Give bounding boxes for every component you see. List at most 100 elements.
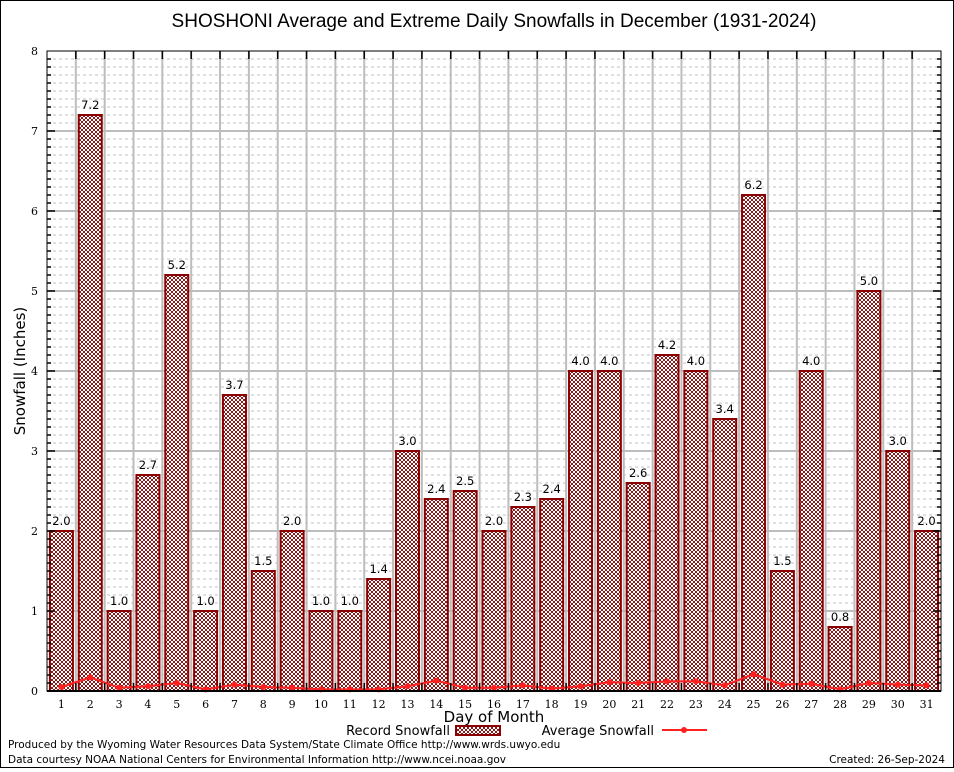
x-tick-label-4: 4 xyxy=(144,698,151,711)
bar-label-day-31: 2.0 xyxy=(917,514,935,528)
average-point-day-15 xyxy=(462,684,469,691)
x-tick-label-21: 21 xyxy=(631,698,645,711)
record-bar-day-6 xyxy=(193,610,219,692)
x-tick-label-8: 8 xyxy=(260,698,267,711)
bar-label-day-15: 2.5 xyxy=(456,474,474,488)
x-tick-label-31: 31 xyxy=(920,698,934,711)
record-bar-day-9 xyxy=(279,530,305,692)
record-bar-day-3 xyxy=(106,610,132,692)
bar-label-day-16: 2.0 xyxy=(485,514,503,528)
average-point-day-23 xyxy=(692,678,699,685)
record-bar-day-21 xyxy=(625,482,651,692)
record-bar-day-14 xyxy=(423,498,449,692)
average-point-day-27 xyxy=(808,680,815,687)
bar-label-day-20: 4.0 xyxy=(600,354,618,368)
y-tick-label-1: 1 xyxy=(31,605,38,618)
record-bar-day-12 xyxy=(366,578,392,692)
x-tick-label-9: 9 xyxy=(289,698,296,711)
average-point-day-24 xyxy=(721,682,728,689)
x-tick-label-7: 7 xyxy=(231,698,238,711)
average-point-day-4 xyxy=(144,683,151,690)
bar-label-day-23: 4.0 xyxy=(687,354,705,368)
average-point-day-26 xyxy=(779,681,786,688)
average-point-day-2 xyxy=(87,674,94,681)
bar-label-day-22: 4.2 xyxy=(658,338,676,352)
x-tick-label-27: 27 xyxy=(804,698,818,711)
bar-value-labels: 2.0 7.2 1.0 2.7 5.2 1.0 3.7 1.5 2.0 1.0 1.0 1.4 3.0 2… xyxy=(52,98,935,624)
bar-label-day-2: 7.2 xyxy=(81,98,99,112)
footer-produced-by: Produced by the Wyoming Water Resources … xyxy=(8,739,560,751)
record-bar-day-30 xyxy=(885,450,911,692)
y-tick-label-6: 6 xyxy=(31,205,38,218)
x-tick-label-5: 5 xyxy=(173,698,180,711)
bar-label-day-17: 2.3 xyxy=(514,490,532,504)
x-tick-label-28: 28 xyxy=(833,698,847,711)
average-point-day-7 xyxy=(231,681,238,688)
bar-label-day-13: 3.0 xyxy=(398,434,416,448)
x-tick-label-26: 26 xyxy=(775,698,789,711)
x-tick-label-14: 14 xyxy=(429,698,443,711)
y-tick-label-8: 8 xyxy=(31,45,38,58)
record-bar-day-20 xyxy=(596,370,622,692)
x-axis-label: Day of Month xyxy=(444,708,545,726)
record-bar-day-5 xyxy=(164,274,190,692)
x-tick-label-19: 19 xyxy=(574,698,588,711)
y-tick-label-2: 2 xyxy=(31,525,38,538)
record-bar-day-15 xyxy=(452,490,478,692)
x-tick-label-1: 1 xyxy=(58,698,65,711)
x-tick-label-10: 10 xyxy=(314,698,328,711)
record-bar-day-2 xyxy=(77,114,103,692)
y-tick-label-7: 7 xyxy=(31,125,38,138)
x-tick-label-22: 22 xyxy=(660,698,674,711)
x-tick-label-30: 30 xyxy=(891,698,905,711)
average-point-day-8 xyxy=(260,684,267,690)
x-tick-label-12: 12 xyxy=(372,698,386,711)
average-point-day-20 xyxy=(606,679,613,686)
record-bar-day-27 xyxy=(798,370,824,692)
average-point-day-31 xyxy=(923,682,930,689)
bar-label-day-10: 1.0 xyxy=(312,594,330,608)
record-bar-day-24 xyxy=(712,418,738,692)
legend-average-marker xyxy=(681,727,687,733)
x-tick-labels: 1 2 3 4 5 6 7 8 9 10 11 12 13 14 15 16 17 18 19 20 21 22 23 24 2… xyxy=(58,698,934,711)
average-point-day-5 xyxy=(173,680,180,686)
bar-label-day-4: 2.7 xyxy=(139,458,157,472)
record-bar-day-18 xyxy=(539,498,565,692)
record-bar-day-22 xyxy=(654,354,680,692)
bar-label-day-7: 3.7 xyxy=(225,378,243,392)
footer-data-courtesy: Data courtesy NOAA National Centers for … xyxy=(8,754,506,766)
y-tick-label-3: 3 xyxy=(31,445,38,458)
record-bar-day-17 xyxy=(510,506,536,692)
bar-label-day-6: 1.0 xyxy=(196,594,214,608)
bar-label-day-14: 2.4 xyxy=(427,482,445,496)
bar-label-day-24: 3.4 xyxy=(716,402,734,416)
record-bar-day-8 xyxy=(250,570,276,692)
record-bar-day-16 xyxy=(481,530,507,692)
bar-label-day-19: 4.0 xyxy=(571,354,589,368)
record-bar-day-25 xyxy=(741,194,767,692)
x-tick-label-25: 25 xyxy=(747,698,761,711)
average-point-day-1 xyxy=(58,684,65,690)
x-tick-label-11: 11 xyxy=(343,698,357,711)
average-snowfall-line xyxy=(58,671,930,693)
legend-average-label: Average Snowfall xyxy=(542,724,654,739)
record-bar-day-19 xyxy=(568,370,594,692)
record-bar-day-26 xyxy=(769,570,795,692)
record-bar-day-28 xyxy=(827,626,853,692)
average-point-day-3 xyxy=(116,684,123,691)
record-bar-day-11 xyxy=(337,610,363,692)
average-point-day-13 xyxy=(404,683,411,690)
bar-label-day-9: 2.0 xyxy=(283,514,301,528)
record-bar-day-13 xyxy=(394,450,420,692)
average-point-day-21 xyxy=(635,680,642,686)
bar-label-day-18: 2.4 xyxy=(543,482,561,496)
legend: Record Snowfall Average Snowfall xyxy=(346,724,707,739)
legend-record-label: Record Snowfall xyxy=(346,724,450,739)
x-tick-label-13: 13 xyxy=(400,698,414,711)
average-point-day-16 xyxy=(491,684,497,691)
bar-label-day-5: 5.2 xyxy=(168,258,186,272)
average-point-day-30 xyxy=(894,681,901,688)
y-tick-labels: 0 1 2 3 4 5 6 7 8 xyxy=(31,45,38,698)
record-bar-day-7 xyxy=(221,394,247,692)
